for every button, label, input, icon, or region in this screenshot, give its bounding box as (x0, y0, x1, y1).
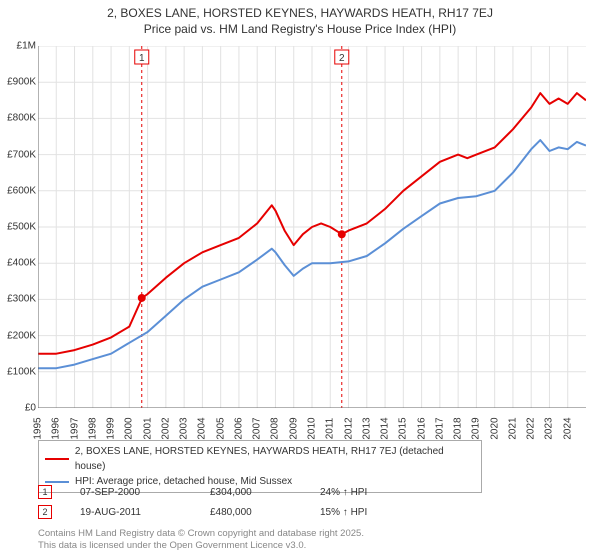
sale-diff-1: 24% ↑ HPI (320, 487, 440, 498)
x-tick-label: 2022 (526, 417, 537, 439)
x-tick-label: 2012 (343, 417, 354, 439)
x-tick-label: 2020 (489, 417, 500, 439)
x-tick-label: 2001 (142, 417, 153, 439)
sale-price-2: £480,000 (210, 507, 320, 518)
legend-swatch-subject (45, 458, 69, 460)
x-tick-label: 2006 (233, 417, 244, 439)
x-tick-label: 1997 (69, 417, 80, 439)
y-tick-label: £100K (0, 366, 36, 377)
x-tick-label: 1998 (87, 417, 98, 439)
sale-diff-2: 15% ↑ HPI (320, 507, 440, 518)
x-tick-label: 1995 (33, 417, 44, 439)
x-tick-label: 2017 (434, 417, 445, 439)
y-tick-label: £900K (0, 77, 36, 88)
y-tick-label: £400K (0, 258, 36, 269)
x-tick-label: 2002 (160, 417, 171, 439)
sale-row-2: 2 19-AUG-2011 £480,000 15% ↑ HPI (38, 502, 578, 522)
sale-date-2: 19-AUG-2011 (80, 507, 210, 518)
sale-price-1: £304,000 (210, 487, 320, 498)
y-tick-label: £700K (0, 149, 36, 160)
chart-area: 12 £0£100K£200K£300K£400K£500K£600K£700K… (38, 46, 586, 408)
sales-table: 1 07-SEP-2000 £304,000 24% ↑ HPI 2 19-AU… (38, 482, 578, 522)
x-tick-label: 2019 (471, 417, 482, 439)
legend-item-subject: 2, BOXES LANE, HORSTED KEYNES, HAYWARDS … (45, 444, 475, 474)
x-tick-label: 2018 (453, 417, 464, 439)
y-tick-label: £500K (0, 222, 36, 233)
y-tick-label: £600K (0, 185, 36, 196)
sale-row-1: 1 07-SEP-2000 £304,000 24% ↑ HPI (38, 482, 578, 502)
x-tick-label: 2004 (197, 417, 208, 439)
y-tick-label: £1M (0, 41, 36, 52)
attribution-line1: Contains HM Land Registry data © Crown c… (38, 528, 364, 540)
x-tick-label: 2014 (380, 417, 391, 439)
x-tick-label: 2003 (179, 417, 190, 439)
x-tick-label: 2009 (288, 417, 299, 439)
chart-title: 2, BOXES LANE, HORSTED KEYNES, HAYWARDS … (0, 0, 600, 37)
x-tick-label: 2013 (361, 417, 372, 439)
x-tick-label: 2010 (307, 417, 318, 439)
chart-svg: 12 (38, 46, 586, 408)
svg-text:2: 2 (339, 53, 345, 64)
sale-date-1: 07-SEP-2000 (80, 487, 210, 498)
sale-index-1: 1 (38, 485, 52, 499)
y-tick-label: £300K (0, 294, 36, 305)
svg-text:1: 1 (139, 53, 145, 64)
y-tick-label: £800K (0, 113, 36, 124)
x-tick-label: 2011 (325, 418, 336, 440)
title-line1: 2, BOXES LANE, HORSTED KEYNES, HAYWARDS … (0, 6, 600, 22)
x-tick-label: 2007 (252, 417, 263, 439)
x-tick-label: 1996 (51, 417, 62, 439)
attribution: Contains HM Land Registry data © Crown c… (38, 528, 364, 553)
x-tick-label: 2000 (124, 417, 135, 439)
x-tick-label: 2016 (416, 417, 427, 439)
legend-label-subject: 2, BOXES LANE, HORSTED KEYNES, HAYWARDS … (75, 444, 475, 474)
title-line2: Price paid vs. HM Land Registry's House … (0, 22, 600, 38)
x-tick-label: 2023 (544, 417, 555, 439)
x-tick-label: 2005 (215, 417, 226, 439)
sale-index-2: 2 (38, 505, 52, 519)
y-tick-label: £200K (0, 330, 36, 341)
x-tick-label: 2024 (562, 417, 573, 439)
x-tick-label: 2021 (507, 417, 518, 439)
x-tick-label: 1999 (106, 417, 117, 439)
attribution-line2: This data is licensed under the Open Gov… (38, 540, 364, 552)
y-tick-label: £0 (0, 403, 36, 414)
x-tick-label: 2008 (270, 417, 281, 439)
x-tick-label: 2015 (398, 417, 409, 439)
